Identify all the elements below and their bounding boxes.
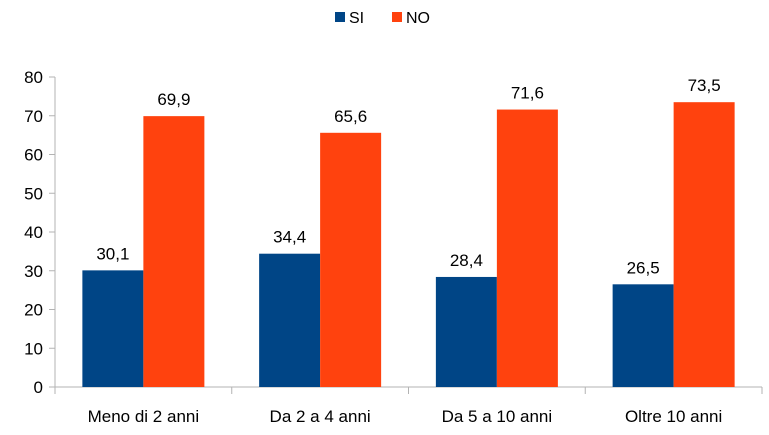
bar-no [320, 132, 382, 387]
data-label: 69,9 [157, 90, 190, 109]
x-tick-label: Meno di 2 anni [88, 407, 200, 426]
y-tick-label: 70 [24, 107, 43, 126]
y-tick-label: 50 [24, 184, 43, 203]
x-axis: Meno di 2 anni Da 2 a 4 anni Da 5 a 10 ann… [54, 386, 763, 426]
legend-swatch-si [335, 12, 345, 22]
legend-label-no: NO [406, 10, 430, 27]
y-axis: 0 10 20 30 40 50 60 70 80 [24, 68, 56, 397]
value-labels: 30,1 69,9 34,4 65,6 28,4 71,6 26,5 73,5 [96, 76, 720, 277]
y-tick-label: 20 [24, 301, 43, 320]
legend: SI NO [335, 10, 430, 27]
x-tick-label: Oltre 10 anni [625, 407, 722, 426]
y-tick-label: 40 [24, 223, 43, 242]
bars [82, 102, 735, 388]
x-tick-label: Da 5 a 10 anni [442, 407, 553, 426]
data-label: 73,5 [688, 76, 721, 95]
bar-si [259, 253, 321, 387]
y-tick-label: 30 [24, 262, 43, 281]
data-label: 28,4 [450, 251, 483, 270]
bar-si [612, 284, 674, 387]
bar-no [496, 109, 558, 388]
data-label: 26,5 [627, 258, 660, 277]
bar-no [143, 116, 205, 387]
legend-swatch-no [392, 12, 402, 22]
data-label: 30,1 [96, 244, 129, 263]
bar-si [82, 270, 144, 387]
legend-label-si: SI [349, 10, 364, 27]
y-tick-label: 10 [24, 339, 43, 358]
bar-no [673, 102, 735, 387]
data-label: 65,6 [334, 107, 367, 126]
y-tick-label: 60 [24, 146, 43, 165]
x-tick-label: Da 2 a 4 anni [270, 407, 371, 426]
data-label: 71,6 [511, 84, 544, 103]
y-tick-label: 0 [34, 378, 43, 397]
y-tick-label: 80 [24, 68, 43, 87]
data-label: 34,4 [273, 228, 306, 247]
bar-si [435, 276, 497, 387]
